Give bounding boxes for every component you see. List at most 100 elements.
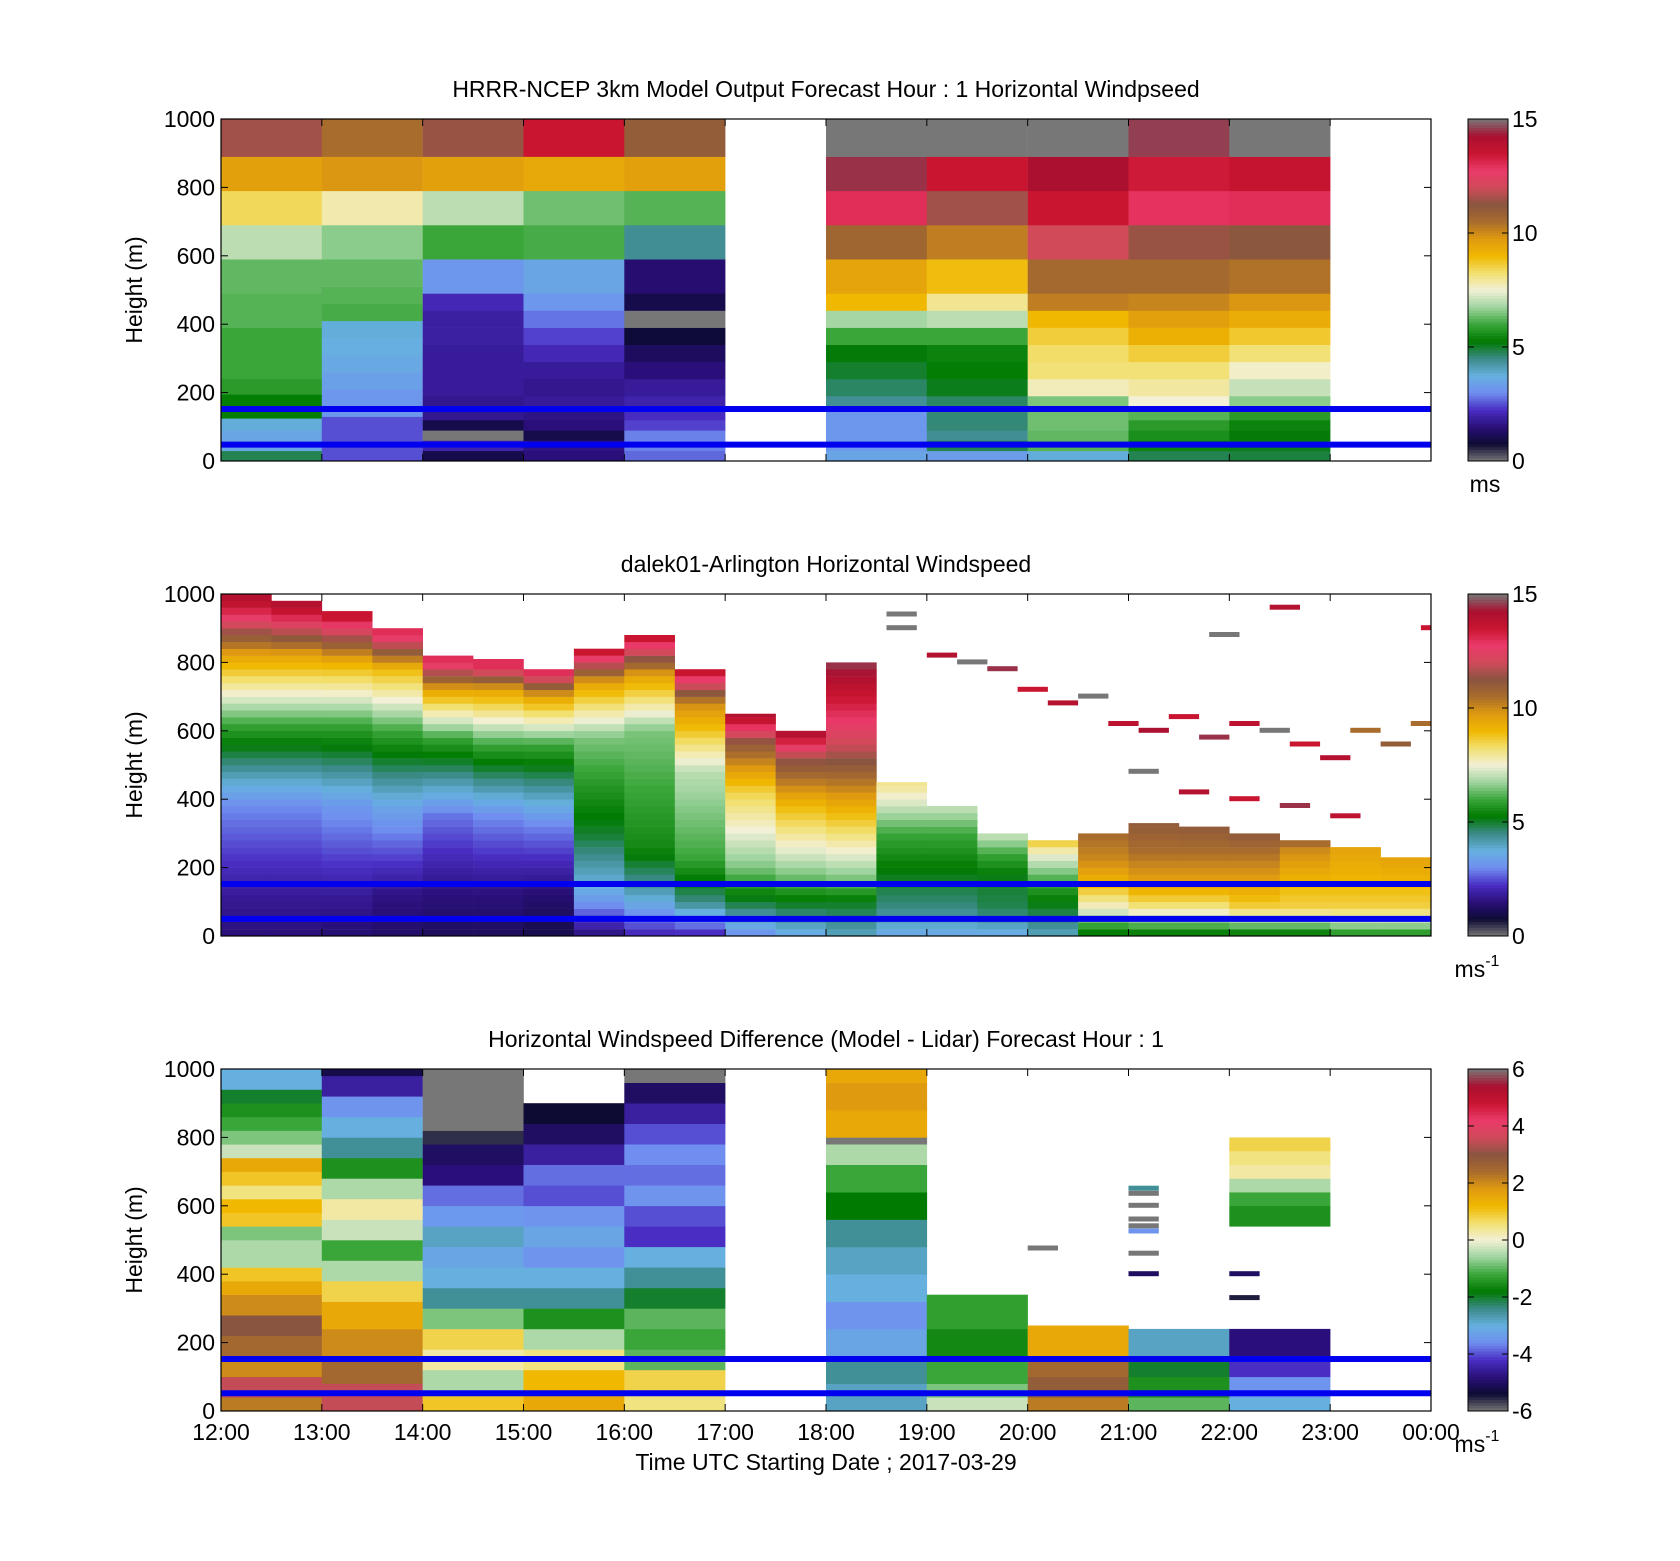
- heatmap-cell: [573, 826, 625, 834]
- colorbar-segment: [1468, 1348, 1508, 1352]
- colorbar-segment: [1468, 648, 1508, 652]
- colorbar-segment: [1468, 850, 1508, 854]
- heatmap-cell: [1178, 833, 1230, 841]
- heatmap-cell: [422, 327, 524, 345]
- heatmap-cell: [271, 826, 323, 834]
- x-tick-label: 21:00: [1100, 1419, 1158, 1445]
- colorbar-segment: [1468, 1288, 1508, 1292]
- colorbar-segment: [1468, 1202, 1508, 1207]
- heatmap-cell: [624, 1082, 726, 1104]
- heatmap-cell: [321, 1178, 423, 1200]
- colorbar-tick-label: 5: [1512, 809, 1525, 835]
- heatmap-cell: [573, 751, 625, 759]
- heatmap-cell: [473, 874, 524, 882]
- heatmap-cell: [1128, 119, 1230, 157]
- colorbar-segment: [1468, 847, 1508, 851]
- heatmap-cell: [372, 682, 423, 690]
- heatmap-cell: [876, 819, 928, 827]
- colorbar-segment: [1468, 372, 1508, 376]
- x-tick-label: 20:00: [999, 1419, 1057, 1445]
- heatmap-cell: [1229, 450, 1331, 461]
- colorbar-segment: [1468, 1217, 1508, 1221]
- heatmap-cell: [1128, 1250, 1159, 1256]
- heatmap-cell: [473, 812, 524, 820]
- heatmap-cell: [372, 847, 423, 855]
- colorbar-segment: [1468, 1285, 1508, 1289]
- heatmap-cell: [523, 929, 575, 936]
- heatmap-cell: [1128, 259, 1230, 294]
- colorbar-segment: [1468, 1319, 1508, 1324]
- colorbar-segment: [1468, 1237, 1508, 1241]
- heatmap-cell: [1178, 908, 1230, 916]
- heatmap-cell: [422, 669, 474, 677]
- colorbar-segment: [1468, 1248, 1508, 1252]
- heatmap-cell: [725, 895, 776, 903]
- heatmap-cell: [826, 409, 928, 421]
- heatmap-cell: [321, 676, 373, 684]
- heatmap-cell: [775, 819, 827, 827]
- colorbar-segment: [1468, 366, 1508, 371]
- colorbar-segment: [1468, 227, 1508, 231]
- heatmap-cell: [1027, 119, 1129, 157]
- heatmap-cell: [1027, 888, 1079, 896]
- heatmap-cell: [321, 717, 373, 725]
- colorbar-segment: [1468, 392, 1508, 396]
- colorbar-segment: [1468, 270, 1508, 274]
- heatmap-cell: [271, 730, 323, 738]
- heatmap-cell: [977, 853, 1028, 861]
- heatmap-cell: [1078, 840, 1129, 848]
- heatmap-cell: [573, 819, 625, 827]
- heatmap-cell: [372, 669, 423, 677]
- heatmap-cell: [221, 847, 272, 855]
- heatmap-cell: [321, 1157, 423, 1179]
- colorbar-segment: [1468, 1322, 1508, 1326]
- heatmap-cell: [473, 799, 524, 807]
- heatmap-cell: [321, 648, 373, 656]
- colorbar-segment: [1468, 1108, 1508, 1113]
- colorbar-segment: [1468, 1388, 1508, 1392]
- heatmap-cell: [826, 1110, 928, 1138]
- heatmap-cell: [1078, 853, 1129, 861]
- x-tick-labels: 12:00 13:00 14:00 15:00 16:00 17:00 18:00 19:00…: [192, 1419, 1460, 1445]
- x-tick-label: 15:00: [495, 1419, 553, 1445]
- heatmap-cell: [624, 450, 726, 461]
- heatmap-cell: [422, 758, 474, 766]
- heatmap-cell: [372, 908, 423, 916]
- heatmap-cell: [1330, 867, 1381, 875]
- heatmap-cell: [271, 874, 323, 882]
- heatmap-cell: [422, 737, 474, 745]
- heatmap-cell: [271, 744, 323, 752]
- heatmap-cell: [1229, 409, 1331, 421]
- heatmap-cell: [271, 922, 323, 930]
- heatmap-cell: [523, 812, 575, 820]
- heatmap-cell: [1078, 833, 1129, 841]
- heatmap-cells: [221, 594, 1431, 936]
- heatmap-cell: [271, 901, 323, 909]
- heatmap-cell: [221, 156, 323, 192]
- colorbar-segment: [1468, 779, 1508, 783]
- colorbar-segment: [1468, 782, 1508, 786]
- heatmap-cell: [321, 908, 373, 916]
- heatmap-cell: [624, 1164, 726, 1186]
- heatmap-cell: [372, 771, 423, 779]
- heatmap-cell: [624, 1144, 726, 1165]
- colorbar-segment: [1468, 699, 1508, 703]
- heatmap-cell: [473, 676, 524, 684]
- y-axis: 0 200 400 600 800 1000: [164, 1056, 1431, 1424]
- heatmap-cell: [624, 669, 675, 677]
- colorbar-segment: [1468, 898, 1508, 903]
- colorbar-segment: [1468, 344, 1508, 348]
- colorbar-segment: [1468, 1405, 1508, 1409]
- colorbar-segment: [1468, 1345, 1508, 1349]
- heatmap-cell: [473, 901, 524, 909]
- heatmap-cell: [221, 806, 272, 814]
- heatmap-cell: [1128, 190, 1230, 226]
- colorbar-segment: [1468, 893, 1508, 897]
- colorbar-segment: [1468, 631, 1508, 635]
- heatmap-cell: [1078, 874, 1129, 882]
- heatmap-cell: [624, 778, 675, 786]
- colorbar-segment: [1468, 141, 1508, 146]
- heatmap-cell: [826, 799, 877, 807]
- heatmap-cell: [321, 416, 423, 434]
- heatmap-cell: [573, 853, 625, 861]
